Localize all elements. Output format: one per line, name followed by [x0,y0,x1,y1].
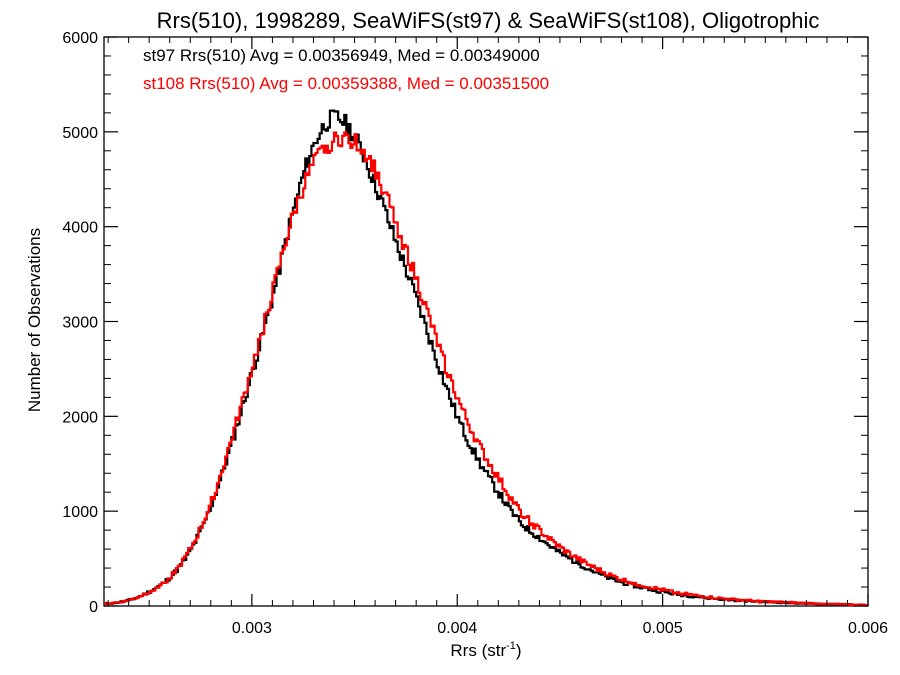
y-tick-label: 3000 [62,315,98,332]
y-tick-label: 1000 [62,504,98,521]
x-axis-label-superscript: -1 [506,640,516,652]
x-tick-label: 0.006 [848,620,888,637]
stats-line-1: st97 Rrs(510) Avg = 0.00356949, Med = 0.… [143,46,540,65]
x-tick-label: 0.005 [643,620,683,637]
ticks-layer: 0.003 0.004 0.005 0.006 0 1000 2000 3000 4000 500… [62,30,888,637]
y-tick-label: 5000 [62,125,98,142]
y-tick-label: 0 [89,599,98,616]
chart-title: Rrs(510), 1998289, SeaWiFS(st97) & SeaWi… [157,8,820,33]
y-tick-label: 6000 [62,30,98,47]
y-tick-label: 2000 [62,409,98,426]
x-axis-label: Rrs (str-1) [450,640,521,660]
x-tick-label: 0.003 [232,620,272,637]
series-layer [104,109,868,607]
stats-legend: st97 Rrs(510) Avg = 0.00356949, Med = 0.… [143,46,549,93]
x-axis-label-close: ) [516,641,522,660]
stats-line-2: st108 Rrs(510) Avg = 0.00359388, Med = 0… [143,74,549,93]
y-tick-label: 4000 [62,220,98,237]
series-st108-line [104,131,868,607]
y-axis-label: Number of Observations [25,228,44,412]
x-tick-label: 0.004 [437,620,477,637]
x-axis-label-text: Rrs (str [450,641,506,660]
